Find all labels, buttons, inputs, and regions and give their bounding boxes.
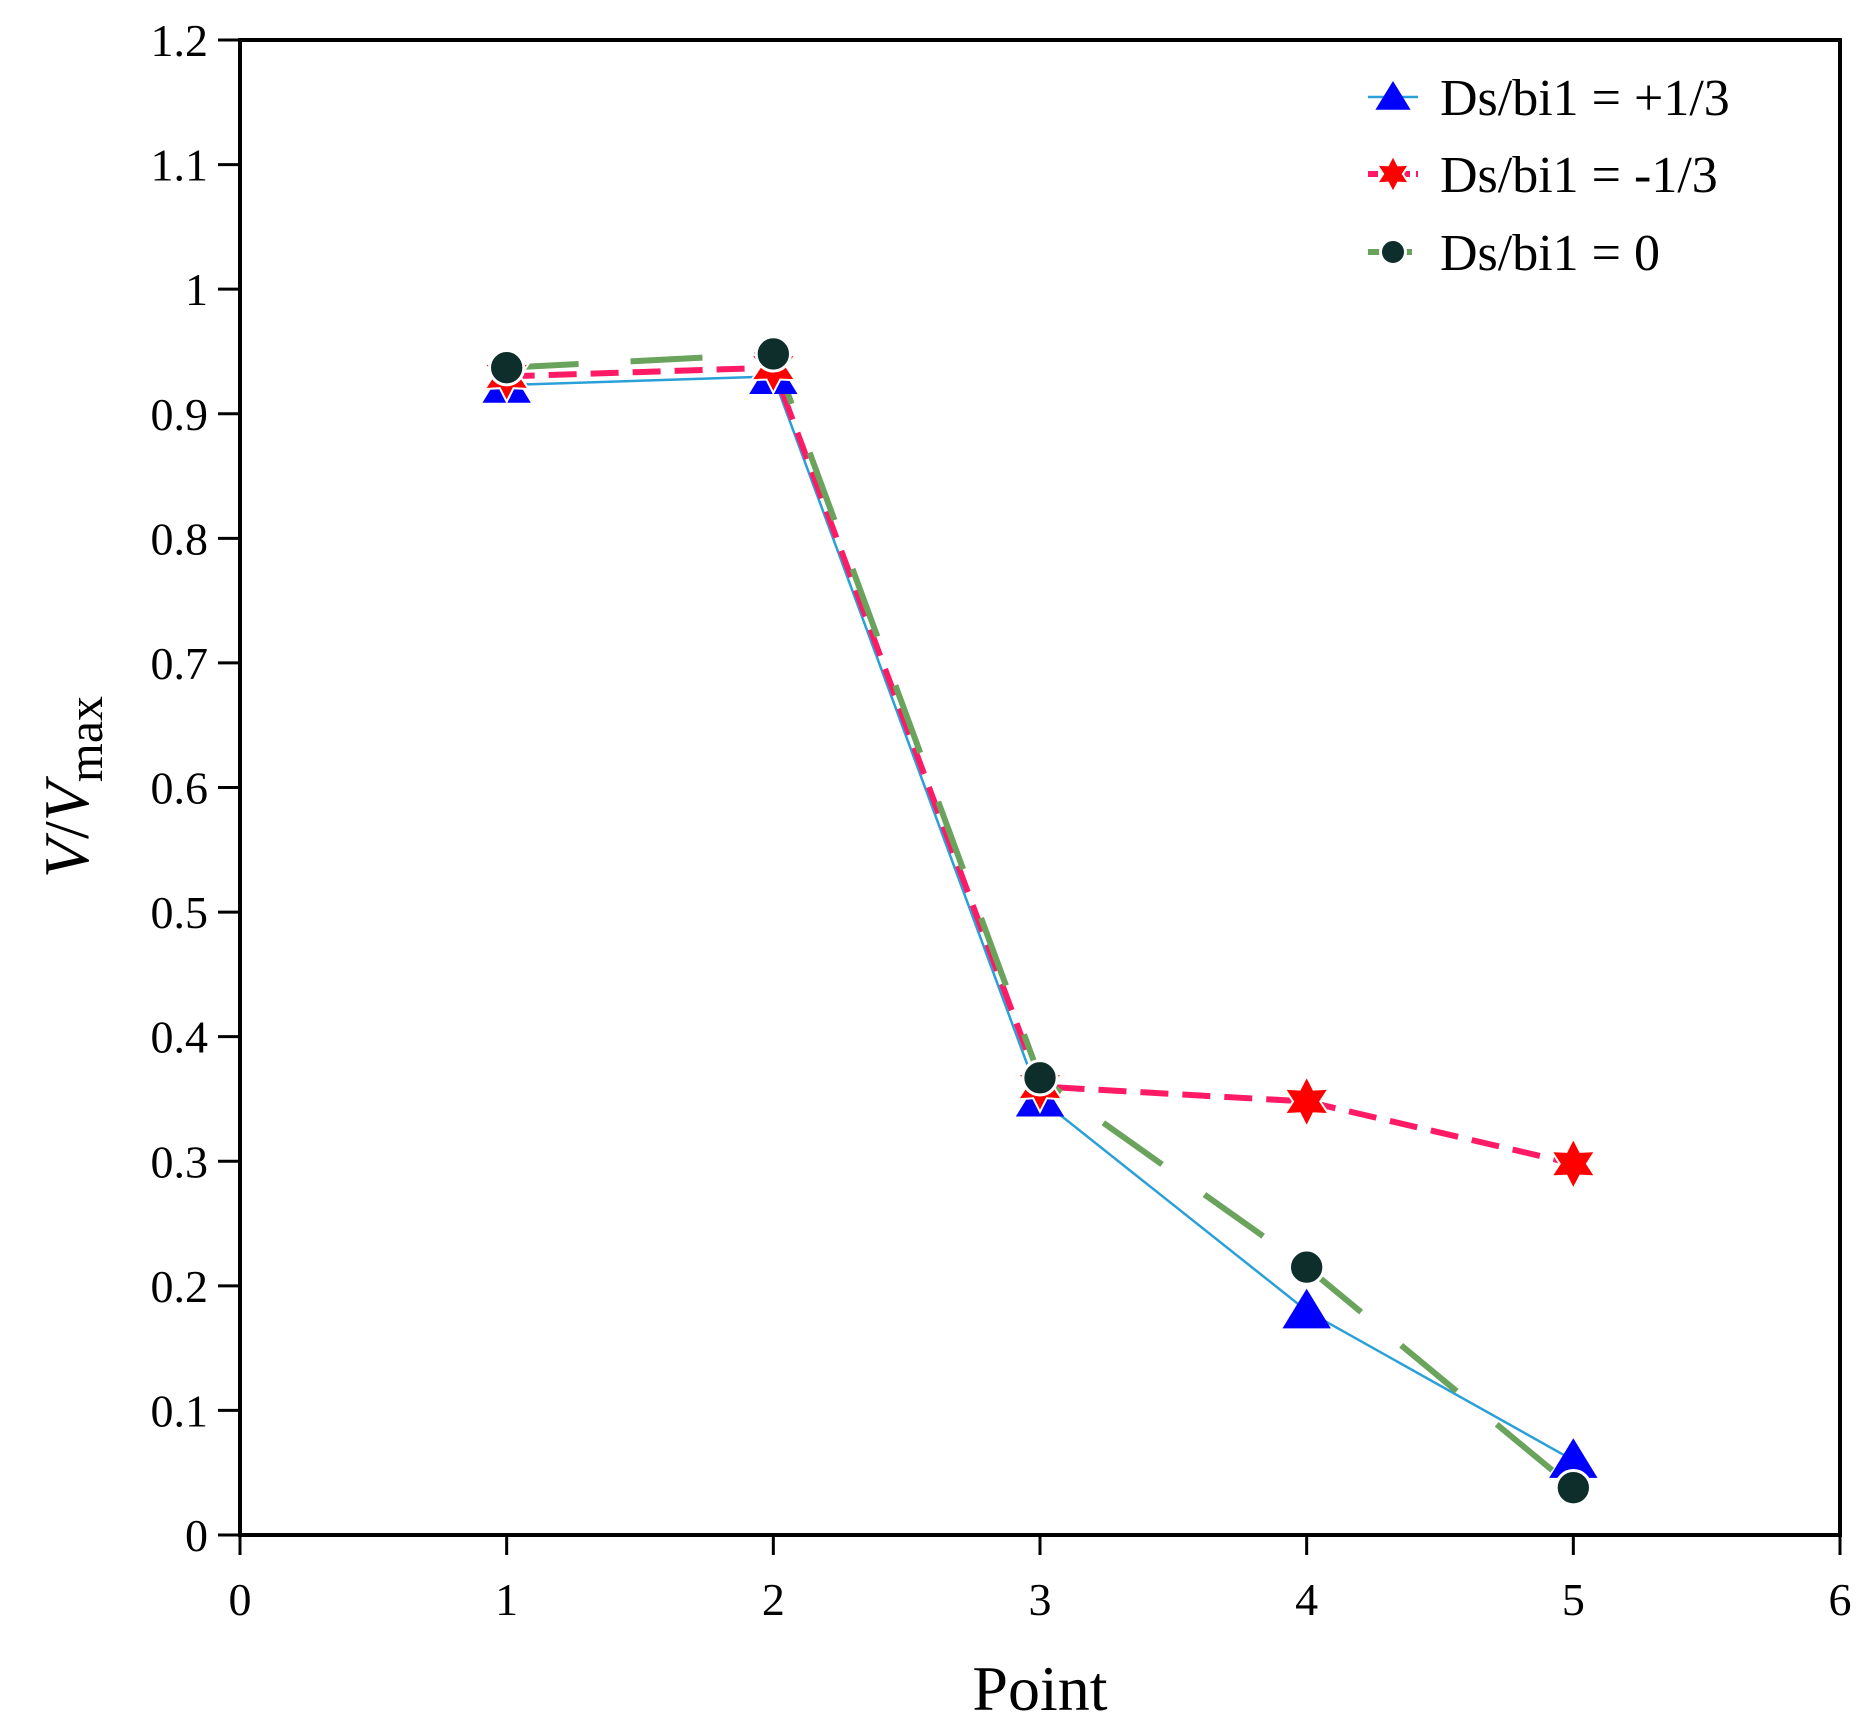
- series-3-point: [488, 348, 526, 387]
- x-tick-label: 6: [1829, 1574, 1852, 1625]
- y-axis-title-vmax: V: [31, 775, 102, 821]
- y-tick-label: 1.1: [151, 140, 209, 191]
- x-axis-title: Point: [972, 1653, 1107, 1724]
- x-tick-label: 3: [1029, 1574, 1052, 1625]
- y-tick-label: 0.7: [151, 638, 209, 689]
- y-tick-label: 0.9: [151, 389, 209, 440]
- legend-label-2: Ds/bi1 = -1/3: [1440, 147, 1718, 204]
- series-3-point: [1554, 1468, 1592, 1507]
- legend: Ds/bi1 = +1/3 Ds/bi1 = -1/3 Ds/bi1 = 0: [1368, 70, 1730, 282]
- y-tick-label: 0.3: [151, 1136, 209, 1187]
- series-2-point: [1282, 1074, 1331, 1130]
- y-tick-label: 0.8: [151, 513, 209, 564]
- y-tick-label: 1: [185, 264, 208, 315]
- series-3-point: [754, 335, 792, 373]
- x-tick-label: 5: [1562, 1574, 1585, 1625]
- y-tick-label: 0: [185, 1510, 208, 1561]
- x-tick-label: 2: [762, 1574, 785, 1625]
- series-3-point: [1021, 1059, 1059, 1097]
- y-axis-title-v: V: [31, 832, 102, 878]
- series-3-point: [1288, 1248, 1326, 1286]
- legend-marker-3: [1379, 238, 1407, 266]
- legend-marker-1: [1375, 81, 1411, 110]
- x-tick-label: 4: [1295, 1574, 1318, 1625]
- y-tick-label: 0.2: [151, 1261, 209, 1312]
- y-tick-label: 0.6: [151, 763, 209, 814]
- legend-label-3: Ds/bi1 = 0: [1440, 225, 1660, 282]
- series-2-point: [1549, 1136, 1598, 1192]
- y-axis-title-subscript: max: [57, 696, 113, 782]
- legend-marker-2: [1375, 153, 1411, 195]
- x-tick-label: 1: [495, 1574, 518, 1625]
- legend-label-1: Ds/bi1 = +1/3: [1440, 70, 1730, 127]
- y-tick-label: 0.1: [151, 1385, 209, 1436]
- y-tick-label: 0.5: [151, 887, 209, 938]
- x-tick-label: 0: [229, 1574, 252, 1625]
- series-1-point: [1282, 1288, 1331, 1329]
- y-tick-label: 0.4: [151, 1012, 209, 1063]
- series-1-point: [1549, 1438, 1598, 1478]
- series-layer: [482, 335, 1598, 1507]
- y-tick-label: 1.2: [151, 15, 209, 66]
- y-axis-title: V/Vmax: [31, 696, 113, 878]
- ticks-layer: 0 1 2 3 4 5 6 0 0.1 0.2 0.3 0.4 0.5 0.6 0.7 0.8 0.9 1 1.1 1…: [151, 15, 1852, 1625]
- y-axis-title-slash: /: [31, 821, 102, 839]
